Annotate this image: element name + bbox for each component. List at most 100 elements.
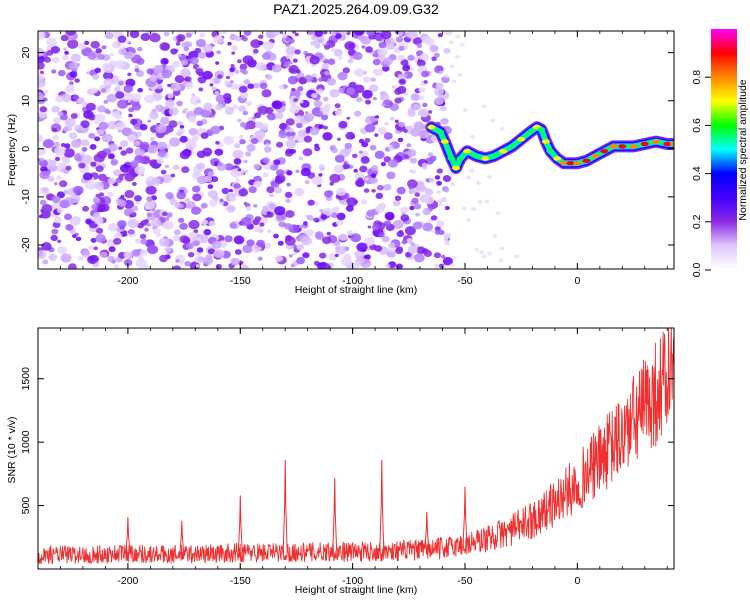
noise-blob (336, 219, 344, 226)
noise-blob (409, 205, 415, 211)
noise-blob (76, 128, 83, 134)
noise-blob (201, 219, 208, 225)
noise-blob (38, 134, 44, 143)
noise-blob (273, 159, 281, 166)
noise-blob (370, 173, 377, 178)
noise-blob (433, 87, 444, 97)
noise-blob (427, 152, 434, 157)
noise-blob (179, 150, 191, 160)
noise-blob (377, 127, 387, 135)
noise-blob (266, 229, 272, 234)
noise-blob (243, 31, 252, 36)
signal-hotspot (652, 139, 660, 144)
noise-blob (298, 156, 303, 161)
noise-blob (105, 80, 112, 86)
noise-blob (406, 143, 412, 148)
noise-blob (237, 118, 242, 123)
noise-blob (410, 128, 421, 137)
noise-blob (386, 171, 396, 180)
noise-blob (295, 69, 301, 74)
noise-blob (285, 118, 295, 126)
noise-blob (360, 199, 368, 205)
noise-blob (102, 71, 114, 80)
noise-blob (149, 74, 158, 82)
noise-blob (278, 85, 285, 90)
noise-blob (172, 235, 181, 242)
noise-blob (374, 245, 383, 252)
noise-blob (284, 236, 296, 246)
noise-blob (276, 255, 284, 262)
noise-blob (442, 175, 452, 182)
noise-blob (382, 235, 390, 243)
noise-blob (191, 206, 201, 215)
colorbar: 0.0 0.2 0.4 0.6 0.8 Normalized spectral ampl… (691, 29, 749, 277)
noise-blob (130, 160, 139, 168)
noise-blob (422, 102, 428, 108)
noise-blob (50, 46, 61, 54)
noise-blob (336, 187, 346, 196)
noise-blob (93, 212, 101, 219)
noise-blob (179, 235, 190, 244)
noise-blob (183, 108, 189, 112)
noise-blob (498, 258, 504, 263)
noise-blob (102, 62, 111, 71)
noise-blob (87, 245, 94, 251)
noise-blob (96, 150, 107, 160)
noise-blob (290, 131, 296, 137)
noise-blob (423, 195, 435, 205)
noise-blob (357, 177, 364, 183)
noise-blob (106, 93, 117, 103)
colorbar-ticks: 0.0 0.2 0.4 0.6 0.8 (691, 70, 711, 277)
noise-blob (179, 135, 188, 143)
noise-blob (342, 163, 350, 170)
noise-blob (63, 189, 69, 195)
noise-blob (134, 68, 140, 73)
noise-blob (304, 180, 310, 185)
noise-blob (344, 41, 356, 51)
noise-blob (288, 61, 293, 65)
noise-blob (114, 121, 126, 131)
spectrogram-x-tick-label: -50 (457, 275, 472, 287)
noise-blob (451, 79, 457, 84)
noise-blob (79, 151, 86, 156)
noise-blob (231, 83, 239, 90)
noise-blob (329, 144, 337, 151)
noise-blob (71, 139, 82, 148)
noise-blob (88, 132, 96, 139)
spectrogram-y-tick-label: 0 (20, 146, 32, 152)
noise-blob (357, 34, 366, 42)
noise-blob (394, 119, 399, 123)
noise-blob (422, 208, 432, 216)
noise-blob (94, 67, 102, 74)
noise-blob (198, 87, 204, 92)
noise-blob (266, 112, 276, 121)
noise-blob (181, 41, 190, 49)
noise-blob (234, 35, 242, 42)
noise-blob (455, 34, 461, 39)
noise-blob (196, 247, 204, 253)
noise-blob (402, 64, 410, 72)
noise-blob (276, 141, 284, 148)
noise-blob (88, 113, 96, 121)
noise-blob (253, 225, 262, 233)
signal-hotspot (508, 144, 517, 149)
signal-hotspot (629, 144, 638, 149)
noise-blob (156, 158, 164, 164)
noise-blob (437, 202, 443, 207)
noise-blob (72, 185, 84, 195)
snr-spike (424, 511, 430, 550)
noise-blob (385, 264, 391, 268)
noise-blob (353, 168, 358, 173)
spectrogram-x-axis: -200 -150 -100 -50 0 (37, 31, 668, 287)
noise-blob (177, 120, 184, 126)
noise-blob (132, 181, 137, 186)
noise-blob (256, 239, 265, 248)
signal-hotspot (618, 144, 627, 149)
noise-blob (62, 157, 70, 164)
noise-blob (254, 130, 266, 140)
noise-blob (412, 103, 421, 111)
noise-blob (53, 141, 61, 147)
noise-blob (365, 177, 369, 181)
snr-spike (237, 495, 243, 553)
noise-blob (170, 173, 176, 178)
